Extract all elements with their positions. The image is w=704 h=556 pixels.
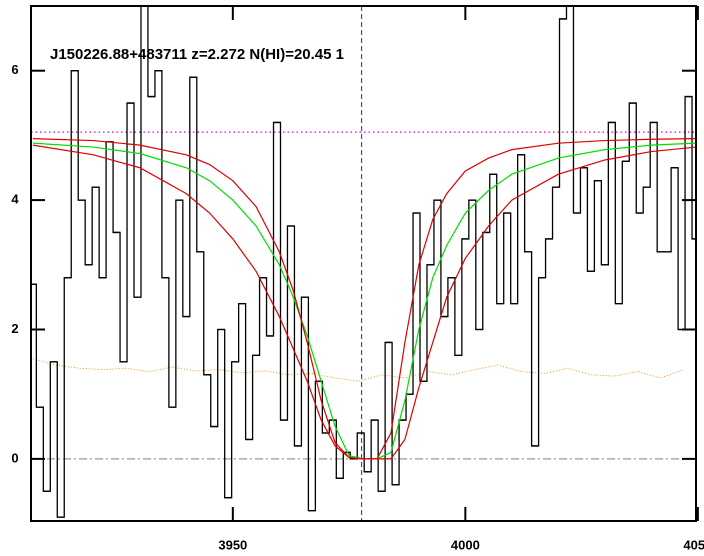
x-tick-label: 4000 xyxy=(451,537,480,552)
model-curve xyxy=(32,144,696,460)
y-tick-label: 2 xyxy=(11,321,18,336)
x-tick-label: 4050 xyxy=(683,537,704,552)
spectrum-outline xyxy=(31,6,696,518)
x-tick-label: 3950 xyxy=(218,537,247,552)
plot-area xyxy=(31,6,696,521)
error-line xyxy=(32,358,685,382)
y-tick-label: 4 xyxy=(11,192,19,207)
y-tick-label: 6 xyxy=(11,62,18,77)
plot-frame xyxy=(30,5,697,522)
model-curve xyxy=(32,142,696,460)
y-tick-label: 0 xyxy=(11,450,18,465)
chart-title: J150226.88+483711 z=2.272 N(HI)=20.45 1 xyxy=(50,46,344,63)
model-curve xyxy=(32,138,696,460)
